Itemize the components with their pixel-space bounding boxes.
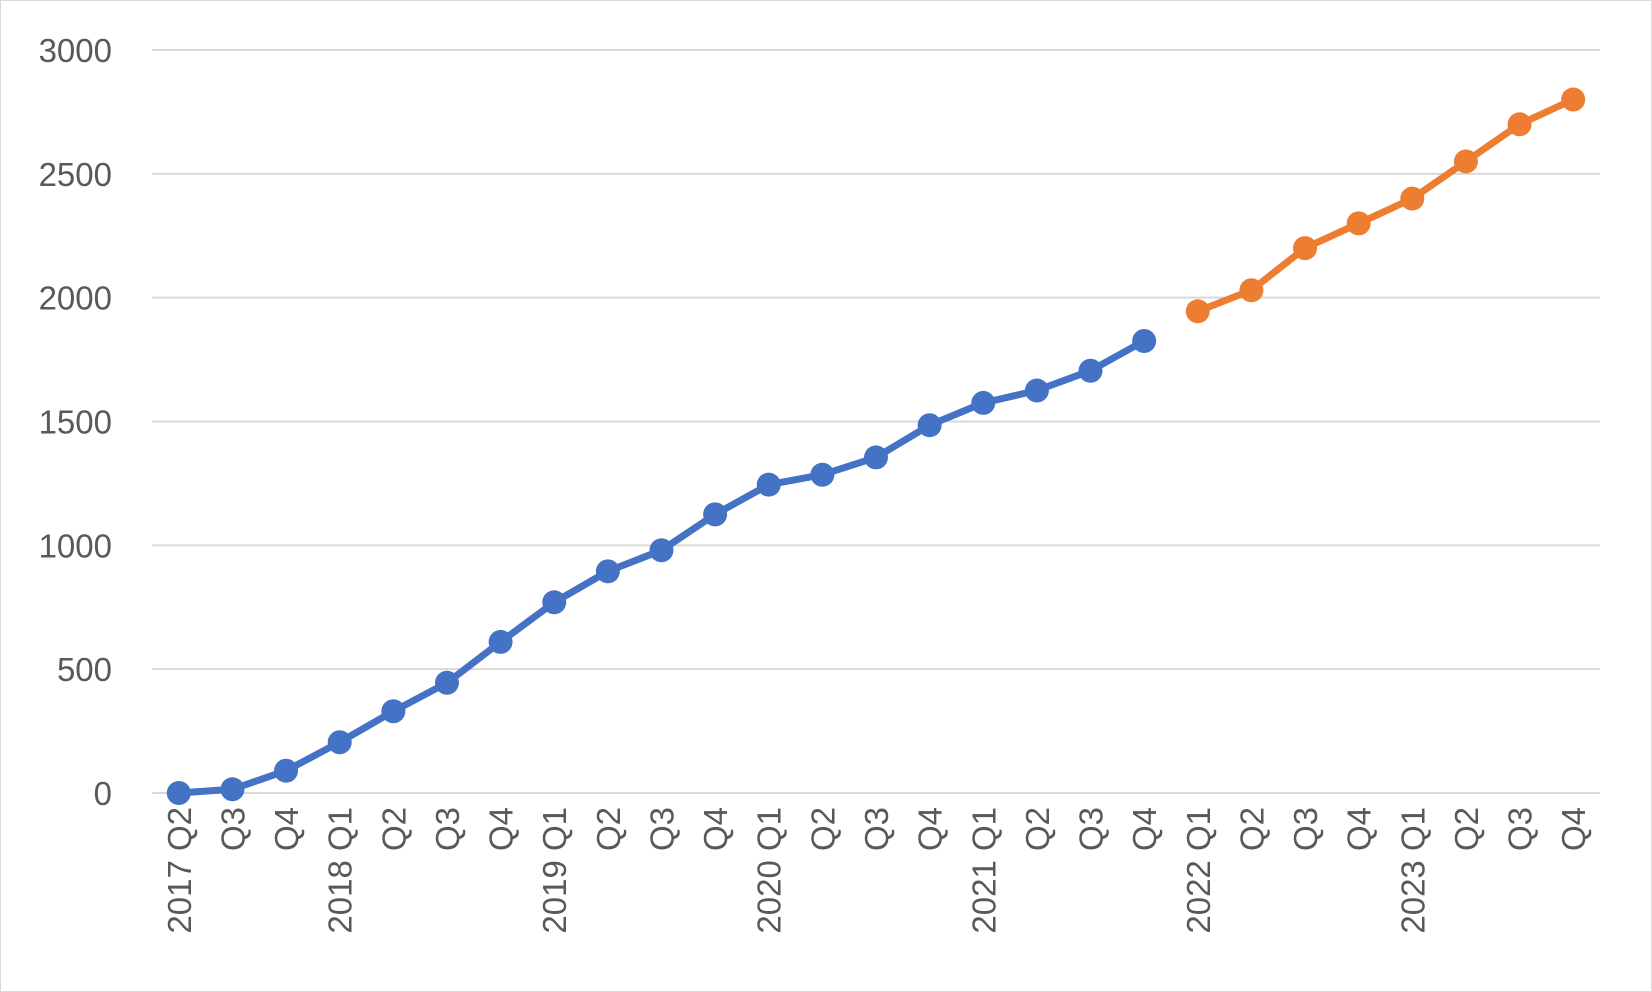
series-2-point bbox=[1453, 149, 1478, 174]
x-tick-label: 2021 Q1 bbox=[965, 807, 1002, 934]
series-1-point bbox=[434, 670, 459, 695]
series-1-point bbox=[917, 413, 942, 438]
series-2-point bbox=[1293, 236, 1318, 261]
x-tick-label: Q2 bbox=[375, 807, 412, 851]
x-tick-label: Q3 bbox=[1073, 807, 1110, 851]
y-tick-label: 1500 bbox=[39, 404, 112, 441]
x-axis-tick-labels: 2017 Q2 Q3 Q4 2018 Q1 Q2 Q3 Q4 2019 Q1 Q2 Q3 Q4 202… bbox=[161, 807, 1592, 934]
series-markers bbox=[166, 87, 1586, 805]
y-tick-label: 1000 bbox=[39, 527, 112, 564]
x-tick-label: Q4 bbox=[268, 807, 305, 851]
series-1-point bbox=[327, 730, 352, 755]
x-tick-label: Q4 bbox=[1341, 807, 1378, 851]
series-2-point bbox=[1239, 278, 1264, 303]
series-1-point bbox=[488, 629, 513, 654]
x-tick-label: Q3 bbox=[214, 807, 251, 851]
x-tick-label: Q2 bbox=[804, 807, 841, 851]
x-tick-label: Q3 bbox=[858, 807, 895, 851]
series-2-point bbox=[1185, 299, 1210, 324]
x-tick-label: 2023 Q1 bbox=[1394, 807, 1431, 934]
y-tick-label: 500 bbox=[57, 651, 112, 688]
x-tick-label: Q2 bbox=[1233, 807, 1270, 851]
y-tick-label: 2500 bbox=[39, 156, 112, 193]
x-tick-label: Q2 bbox=[590, 807, 627, 851]
series-1-point bbox=[1078, 358, 1103, 383]
y-tick-label: 3000 bbox=[39, 32, 112, 69]
series-1-point bbox=[810, 462, 835, 487]
x-tick-label: 2020 Q1 bbox=[751, 807, 788, 934]
series-1-point bbox=[864, 445, 888, 470]
series-1-point bbox=[1132, 329, 1157, 354]
x-tick-label: Q3 bbox=[1287, 807, 1324, 851]
series-1-point bbox=[274, 758, 299, 783]
series-1-point bbox=[381, 699, 406, 724]
series-1-point bbox=[756, 472, 781, 497]
x-tick-label: 2022 Q1 bbox=[1180, 807, 1217, 934]
series-1-point bbox=[703, 502, 728, 527]
y-tick-label: 2000 bbox=[39, 280, 112, 317]
x-tick-label: Q4 bbox=[912, 807, 949, 851]
x-tick-label: Q3 bbox=[429, 807, 466, 851]
series-1-point bbox=[220, 777, 245, 802]
series-1-point bbox=[166, 781, 191, 805]
x-tick-label: Q3 bbox=[643, 807, 680, 851]
y-axis-tick-labels: 0 500 1000 1500 2000 2500 3000 bbox=[39, 32, 112, 812]
series-2-point bbox=[1346, 211, 1371, 236]
x-tick-label: Q2 bbox=[1448, 807, 1485, 851]
x-tick-label: Q4 bbox=[483, 807, 520, 851]
series-1-point bbox=[595, 559, 620, 584]
x-tick-label: 2017 Q2 bbox=[161, 807, 198, 934]
series-1-point bbox=[542, 590, 567, 615]
x-tick-label: Q3 bbox=[1502, 807, 1539, 851]
x-tick-label: Q4 bbox=[1555, 807, 1592, 851]
x-tick-label: Q2 bbox=[1019, 807, 1056, 851]
series-1-point bbox=[971, 390, 996, 415]
series-1-line bbox=[175, 337, 1148, 797]
series-2-point bbox=[1561, 87, 1586, 112]
series-2-point bbox=[1400, 186, 1425, 211]
x-tick-label: Q4 bbox=[1126, 807, 1163, 851]
y-tick-label: 0 bbox=[94, 775, 112, 812]
series-1-point bbox=[1024, 378, 1049, 403]
x-tick-label: 2018 Q1 bbox=[322, 807, 359, 934]
x-tick-label: Q4 bbox=[697, 807, 734, 851]
series-2-point bbox=[1507, 112, 1532, 137]
gridlines bbox=[152, 49, 1600, 794]
series-1-point bbox=[649, 538, 674, 563]
x-tick-label: 2019 Q1 bbox=[536, 807, 573, 934]
